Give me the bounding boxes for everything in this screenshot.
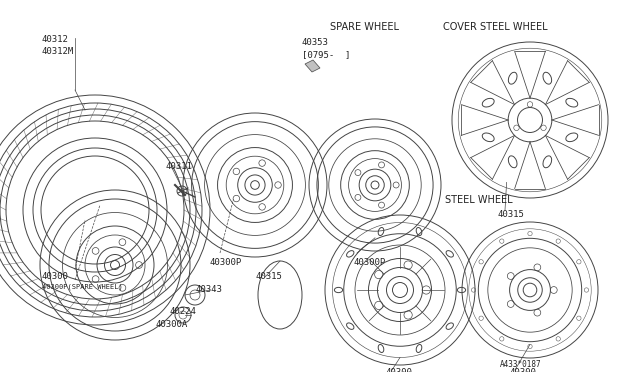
Text: 40343: 40343 xyxy=(196,285,223,294)
Text: A433*0187: A433*0187 xyxy=(500,360,541,369)
Text: 40312: 40312 xyxy=(42,35,69,44)
Text: 40300: 40300 xyxy=(42,272,69,281)
Polygon shape xyxy=(305,60,320,72)
Text: STEEL WHEEL: STEEL WHEEL xyxy=(445,195,513,205)
Text: 40300A: 40300A xyxy=(155,320,188,329)
Text: 40315: 40315 xyxy=(256,272,283,281)
Text: 40300P: 40300P xyxy=(210,258,243,267)
Text: 40300: 40300 xyxy=(510,368,537,372)
Text: 40300: 40300 xyxy=(385,368,412,372)
Text: 40224: 40224 xyxy=(170,307,197,316)
Text: 40312M: 40312M xyxy=(42,47,74,56)
Text: COVER STEEL WHEEL: COVER STEEL WHEEL xyxy=(443,22,548,32)
Text: 40300P(SPARE WHEEL): 40300P(SPARE WHEEL) xyxy=(42,283,123,289)
Text: SPARE WHEEL: SPARE WHEEL xyxy=(330,22,399,32)
Text: 40300P: 40300P xyxy=(353,258,385,267)
Text: [0795-  ]: [0795- ] xyxy=(302,50,350,59)
Text: 40353: 40353 xyxy=(302,38,329,47)
Text: 40311: 40311 xyxy=(165,162,192,171)
Text: 40315: 40315 xyxy=(498,210,525,219)
